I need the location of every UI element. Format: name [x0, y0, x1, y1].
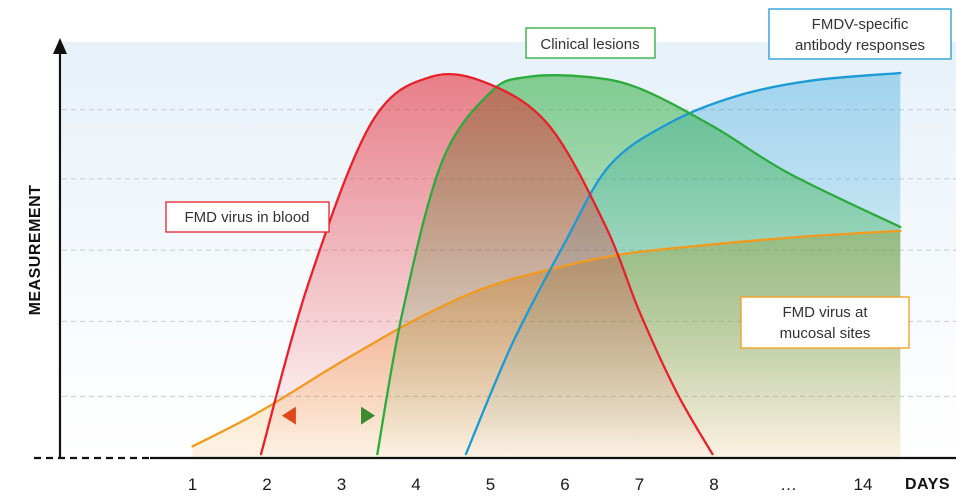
series-line-layer: [191, 71, 902, 456]
x-tick-label: 5: [486, 475, 495, 494]
area-fill-layer: [192, 73, 901, 458]
double-arrow: [281, 406, 376, 425]
series-line-4: [191, 229, 902, 448]
x-tick-label: 6: [560, 475, 569, 494]
double-arrow-right-head: [361, 406, 376, 425]
x-tick-label: …: [780, 475, 797, 494]
annotation-box: [740, 296, 910, 349]
annotation-antibody-responses: FMDV-specific antibody responses: [768, 8, 952, 60]
grid-layer: [62, 109, 956, 397]
series-area-1: [261, 74, 713, 458]
x-axis-title: DAYS: [905, 476, 950, 493]
double-arrow-left-head: [281, 406, 296, 425]
annotation-fmd-virus-in-blood: FMD virus in blood: [165, 201, 330, 233]
x-tick-layer: 1 2 3 4 5 6 7 8 … 14: [188, 475, 873, 494]
x-tick-label: 1: [188, 475, 197, 494]
x-tick-label: 7: [635, 475, 644, 494]
annotation-box: [525, 27, 656, 59]
x-tick-label: 4: [411, 475, 420, 494]
annotation-label-line-2: antibody responses: [795, 37, 925, 54]
annotation-label-line-2: mucosal sites: [780, 325, 871, 342]
y-axis-title: MEASUREMENT: [27, 185, 44, 316]
annotation-box: [165, 201, 330, 233]
x-tick-label: 14: [854, 475, 873, 494]
series-line-1: [259, 73, 714, 456]
annotation-box: [768, 8, 952, 60]
annotation-clinical-lesions: Clinical lesions: [525, 27, 656, 59]
series-line-3: [464, 71, 902, 456]
annotation-label-line-1: FMD virus at: [782, 304, 868, 321]
x-tick-label: 8: [709, 475, 718, 494]
y-axis-arrowhead: [53, 38, 67, 54]
annotation-label: Clinical lesions: [540, 36, 639, 53]
annotation-label-line-1: FMDV-specific: [812, 16, 909, 33]
x-tick-label: 2: [262, 475, 271, 494]
annotation-fmd-virus-mucosal: FMD virus at mucosal sites: [740, 296, 910, 349]
annotation-label: FMD virus in blood: [184, 209, 309, 226]
x-tick-label: 3: [337, 475, 346, 494]
series-line-2: [376, 74, 902, 456]
